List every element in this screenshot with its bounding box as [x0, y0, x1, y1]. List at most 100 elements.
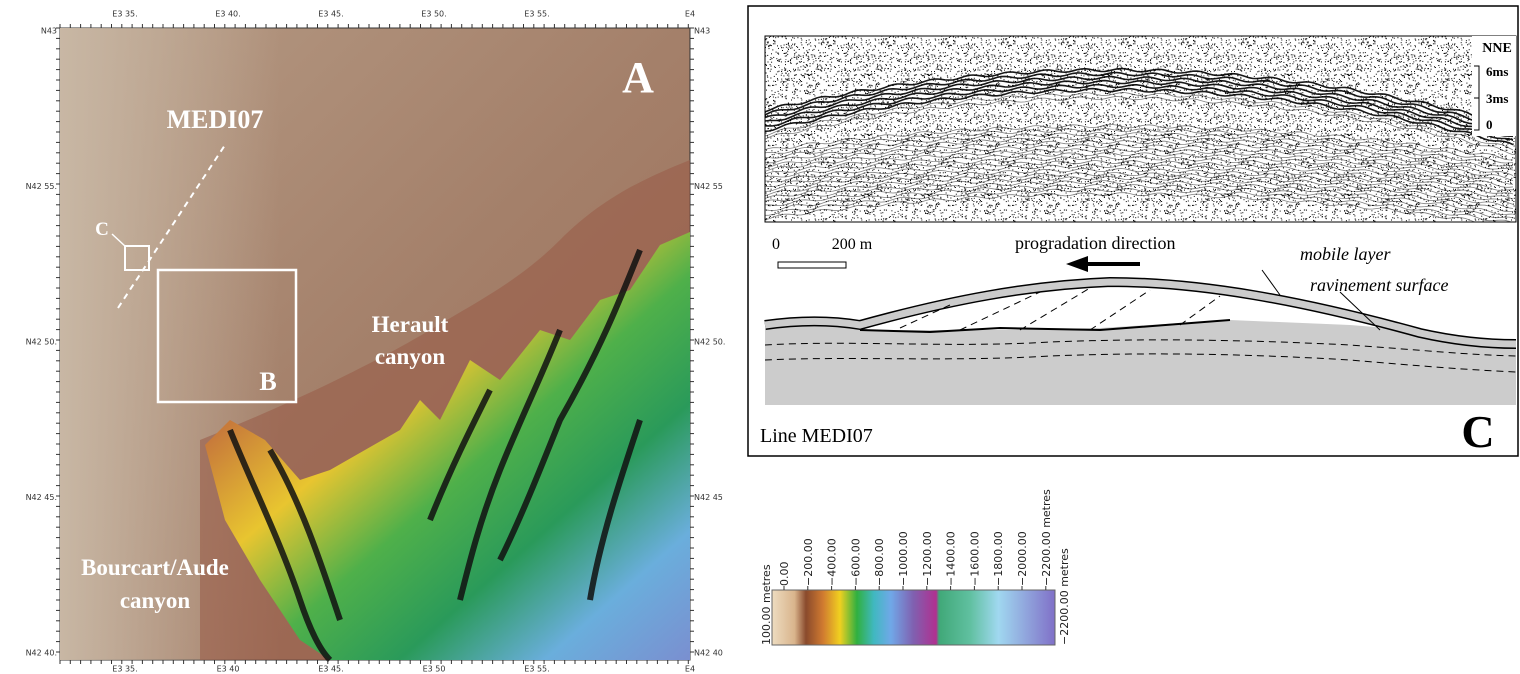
reflector — [765, 184, 1514, 219]
tick-label: N42 50. — [26, 338, 57, 347]
annotation: ravinement surface — [1310, 275, 1448, 295]
tick-label: E3 40. — [215, 10, 240, 19]
panel-label: A — [622, 53, 654, 102]
dashed-horizons — [764, 287, 1517, 373]
line-label: MEDI07 — [167, 105, 264, 134]
scale-label: 200 m — [832, 236, 873, 253]
time-label: 0 — [1486, 117, 1493, 132]
reflector — [765, 164, 1514, 200]
reflector — [765, 140, 1514, 176]
time-label: 6ms — [1486, 64, 1508, 79]
reflector — [765, 144, 1514, 181]
place-label: Bourcart/Aude — [81, 555, 229, 580]
tick-label: E3 55. — [524, 665, 549, 674]
scale-bar — [777, 261, 847, 269]
colorbar-label: −600.00 — [849, 538, 862, 586]
colorbar-label: −2200.00 metres — [1040, 489, 1053, 586]
reflector — [765, 67, 1514, 128]
colorbar-label: −1800.00 — [992, 531, 1005, 586]
reflector — [765, 148, 1514, 185]
tick-label: E3 50. — [421, 10, 446, 19]
tick-label: E3 35. — [112, 665, 137, 674]
reflector — [765, 136, 1514, 171]
colorbar-label: 0.00 — [778, 562, 791, 587]
tick-label: N42 55. — [26, 182, 57, 191]
time-scale-bar — [1474, 65, 1480, 131]
tick-label: E4 — [685, 665, 695, 674]
leader — [1339, 291, 1381, 331]
canyon-shadows — [227, 248, 643, 663]
place-label: Herault — [372, 312, 449, 337]
place-label: canyon — [375, 344, 446, 369]
colorbar-label: 100.00 metres — [760, 564, 773, 645]
reflector — [765, 128, 1514, 164]
colorbar-label: −2200.00 metres — [1058, 548, 1071, 645]
reflector — [765, 132, 1514, 167]
colorbar: 100.00 metres −2200.00 metres 0.00 −200.0… — [760, 489, 1071, 646]
reflector — [765, 152, 1514, 188]
reflector — [765, 83, 1514, 141]
reflectors — [765, 67, 1514, 222]
tick-label: N42 40. — [26, 649, 57, 658]
scale-label: 0 — [772, 236, 780, 253]
time-label: 3ms — [1486, 91, 1508, 106]
tick-label: E4 — [685, 10, 695, 19]
tick-label: N42 45 — [694, 493, 723, 502]
arrow-head — [1066, 256, 1088, 272]
reflector — [765, 180, 1514, 216]
reflector — [765, 96, 1514, 156]
line-name: Line MEDI07 — [760, 425, 873, 447]
mobile-layer — [764, 278, 1517, 348]
colorbar-label: −1600.00 — [968, 531, 981, 586]
colorbar-label: −1000.00 — [897, 531, 910, 586]
colorbar-label: −1200.00 — [921, 531, 934, 586]
leader — [1261, 269, 1281, 296]
reflector — [765, 192, 1477, 222]
inset-c-leader — [111, 233, 127, 248]
ravinement-base — [859, 319, 1231, 334]
tick-label: N43 — [694, 27, 710, 36]
colorbar-label: −800.00 — [873, 538, 886, 586]
reflector — [765, 160, 1514, 195]
direction-label: NNE — [1482, 41, 1512, 56]
map-ticks — [56, 24, 694, 664]
reflector — [765, 172, 1514, 209]
annotation: mobile layer — [1300, 244, 1391, 264]
colorbar-label: −400.00 — [826, 538, 839, 586]
reflector — [765, 75, 1514, 135]
tick-label: E3 50 — [423, 665, 446, 674]
tick-label: N43 — [41, 27, 57, 36]
tick-label: E3 55. — [524, 10, 549, 19]
inset-label: C — [95, 219, 109, 240]
reflector — [765, 71, 1514, 132]
tick-label: E3 45. — [318, 665, 343, 674]
tick-label: E3 45. — [318, 10, 343, 19]
colorbar-label: −1400.00 — [945, 531, 958, 586]
substratum — [765, 320, 1516, 405]
tick-label: N42 55 — [694, 182, 723, 191]
inset-label: B — [259, 367, 276, 396]
tick-label: N42 50. — [694, 338, 725, 347]
reflector — [765, 79, 1514, 138]
tick-label: E3 40 — [217, 665, 240, 674]
map: A MEDI07 C B Herault canyon Bourcart/Aud… — [56, 24, 694, 664]
canyon-relief — [205, 232, 690, 660]
colorbar-ramp — [771, 589, 1056, 646]
tick-label: E3 35. — [112, 10, 137, 19]
arrow-label: progradation direction — [1015, 233, 1175, 253]
inset-b-box — [156, 268, 298, 404]
reflector — [765, 188, 1513, 222]
profile-panel: NNE 6ms 3ms 0 0 200 m progradation direc… — [747, 5, 1519, 457]
colorbar-label: −200.00 — [802, 538, 815, 586]
reflector — [765, 168, 1514, 205]
panel-label: C — [1461, 406, 1494, 457]
place-label: canyon — [120, 588, 191, 613]
inset-c-box — [124, 245, 150, 271]
tick-label: N42 45. — [26, 493, 57, 502]
tick-label: N42 40 — [694, 649, 723, 658]
reflector — [765, 124, 1514, 161]
reflector — [765, 92, 1514, 151]
colorbar-label: −2000.00 — [1016, 531, 1029, 586]
reflector — [765, 156, 1513, 191]
